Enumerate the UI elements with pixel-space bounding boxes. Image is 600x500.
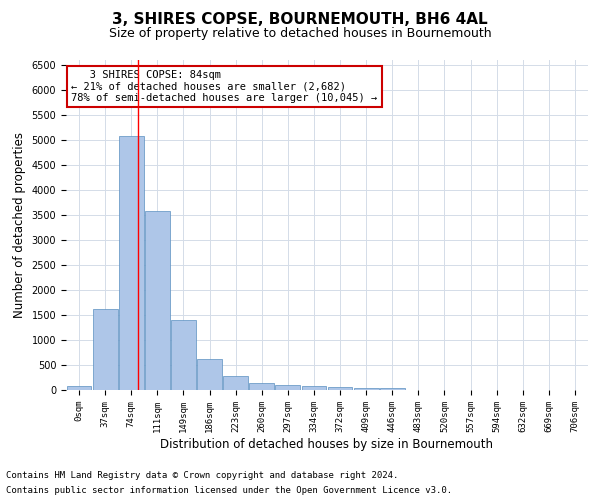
Bar	[302, 386, 326, 390]
Bar	[171, 320, 196, 390]
Bar	[275, 384, 300, 390]
Text: Contains HM Land Registry data © Crown copyright and database right 2024.: Contains HM Land Registry data © Crown c…	[6, 471, 398, 480]
Bar	[145, 211, 170, 390]
Bar	[119, 136, 143, 390]
Bar	[354, 388, 379, 390]
Bar	[380, 388, 404, 390]
Bar	[250, 382, 274, 390]
Bar	[67, 386, 91, 390]
Text: 3, SHIRES COPSE, BOURNEMOUTH, BH6 4AL: 3, SHIRES COPSE, BOURNEMOUTH, BH6 4AL	[112, 12, 488, 28]
Text: 3 SHIRES COPSE: 84sqm
← 21% of detached houses are smaller (2,682)
78% of semi-d: 3 SHIRES COPSE: 84sqm ← 21% of detached …	[71, 70, 377, 103]
Bar	[197, 359, 222, 390]
Bar	[93, 308, 118, 390]
Bar	[223, 376, 248, 390]
Y-axis label: Number of detached properties: Number of detached properties	[13, 132, 26, 318]
Text: Size of property relative to detached houses in Bournemouth: Size of property relative to detached ho…	[109, 28, 491, 40]
Bar	[328, 387, 352, 390]
Text: Contains public sector information licensed under the Open Government Licence v3: Contains public sector information licen…	[6, 486, 452, 495]
X-axis label: Distribution of detached houses by size in Bournemouth: Distribution of detached houses by size …	[161, 438, 493, 450]
